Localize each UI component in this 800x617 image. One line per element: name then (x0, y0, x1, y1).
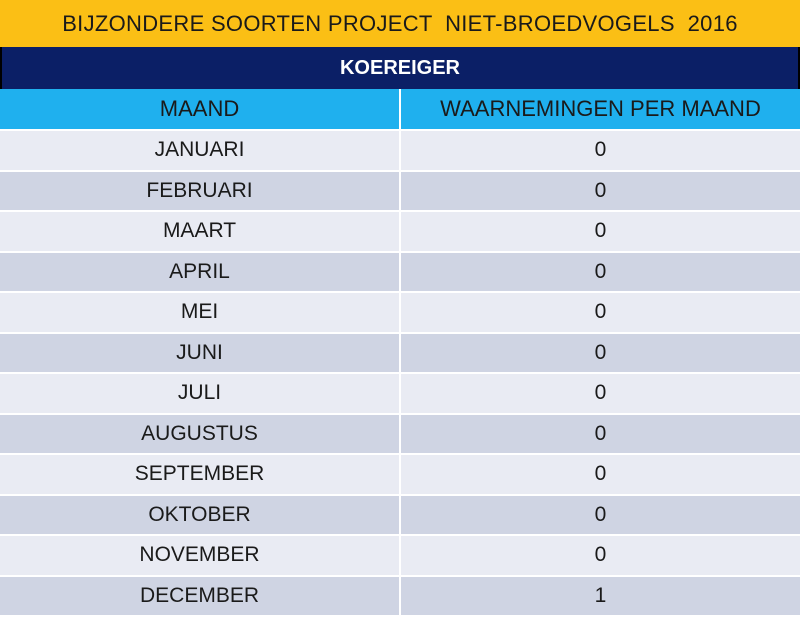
count-cell: 0 (400, 292, 800, 334)
table-row: APRIL 0 (0, 251, 800, 293)
count-cell: 0 (400, 332, 800, 374)
month-cell: NOVEMBER (0, 535, 401, 577)
table-row: OKTOBER 0 (0, 494, 800, 536)
month-cell: JULI (0, 373, 401, 415)
count-cell: 0 (400, 413, 800, 455)
count-cell: 0 (400, 494, 800, 536)
count-cell: 0 (400, 170, 800, 212)
month-cell: AUGUSTUS (0, 413, 401, 455)
table-row: DECEMBER 1 (0, 575, 800, 617)
month-cell: APRIL (0, 251, 401, 293)
observations-table: MAAND WAARNEMINGEN PER MAAND JANUARI 0 F… (0, 89, 800, 617)
column-header-count: WAARNEMINGEN PER MAAND (400, 89, 800, 131)
table-row: JUNI 0 (0, 332, 800, 374)
count-cell: 0 (400, 251, 800, 293)
month-cell: MEI (0, 292, 401, 334)
count-cell: 1 (400, 575, 800, 617)
month-cell: JANUARI (0, 130, 401, 172)
count-cell: 0 (400, 535, 800, 577)
month-cell: DECEMBER (0, 575, 401, 617)
month-cell: JUNI (0, 332, 401, 374)
table-row: AUGUSTUS 0 (0, 413, 800, 455)
table-row: MAART 0 (0, 211, 800, 253)
month-cell: FEBRUARI (0, 170, 401, 212)
count-cell: 0 (400, 373, 800, 415)
species-name: KOEREIGER (0, 47, 800, 89)
table-row: MEI 0 (0, 292, 800, 334)
table-row: SEPTEMBER 0 (0, 454, 800, 496)
table-row: FEBRUARI 0 (0, 170, 800, 212)
count-cell: 0 (400, 130, 800, 172)
table-row: NOVEMBER 0 (0, 535, 800, 577)
table-row: JULI 0 (0, 373, 800, 415)
table-header-row: MAAND WAARNEMINGEN PER MAAND (0, 89, 800, 131)
table-row: JANUARI 0 (0, 130, 800, 172)
month-cell: OKTOBER (0, 494, 401, 536)
count-cell: 0 (400, 454, 800, 496)
column-header-month: MAAND (0, 89, 401, 131)
page-title: BIJZONDERE SOORTEN PROJECT NIET-BROEDVOG… (0, 0, 800, 47)
month-cell: MAART (0, 211, 401, 253)
month-cell: SEPTEMBER (0, 454, 401, 496)
count-cell: 0 (400, 211, 800, 253)
